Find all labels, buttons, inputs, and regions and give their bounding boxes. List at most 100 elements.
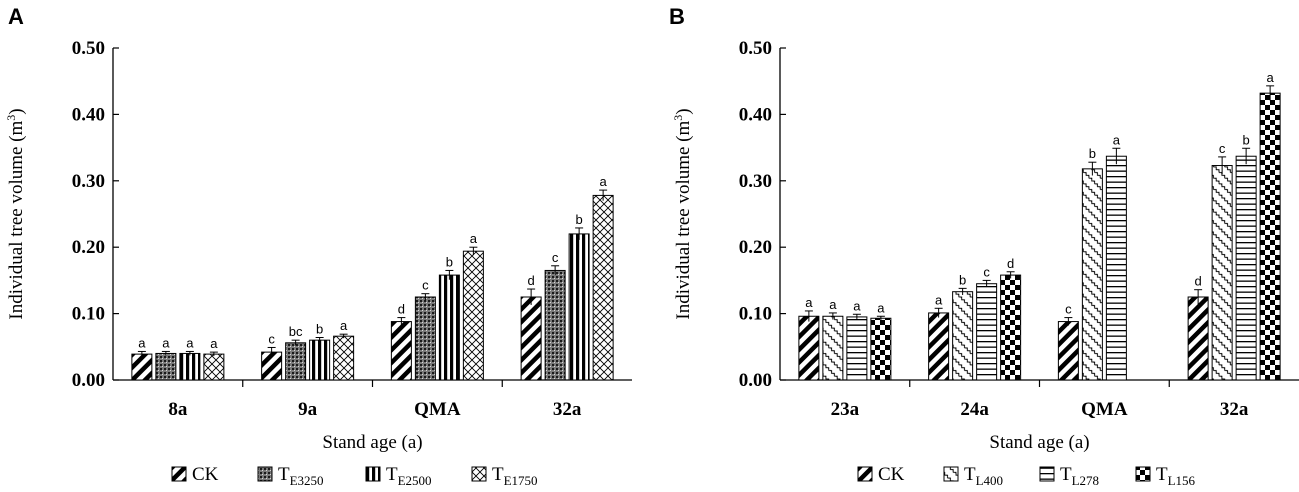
- x-tick-label: 24a: [960, 399, 989, 420]
- significance-label: c: [1065, 302, 1072, 317]
- significance-label: c: [422, 278, 429, 293]
- legend-item: TL156: [1135, 464, 1196, 488]
- bar: [822, 315, 844, 381]
- significance-label: b: [1243, 132, 1250, 147]
- bar: [1000, 274, 1022, 381]
- legend-label: CK: [192, 464, 219, 485]
- significance-label: a: [162, 335, 170, 350]
- y-tick-label: 0.30: [739, 171, 772, 192]
- significance-label: d: [1195, 274, 1202, 289]
- bar: [568, 233, 590, 381]
- chart-panel-b: B 0.00 0.10 0.20 0.30 0.40 0.50 Individual tree…: [669, 4, 1299, 488]
- x-tick-label: 23a: [831, 399, 860, 420]
- legend-item: TE3250: [257, 464, 324, 488]
- legend-label: TL278: [1060, 464, 1099, 488]
- bar: [544, 269, 566, 381]
- significance-label: bc: [289, 324, 303, 339]
- significance-label: a: [600, 174, 608, 189]
- significance-label: c: [268, 331, 275, 346]
- bar: [1235, 155, 1257, 381]
- significance-label: a: [470, 231, 478, 246]
- significance-label: a: [210, 336, 218, 351]
- y-tick-label: 0.10: [72, 304, 105, 325]
- bar: [155, 352, 177, 381]
- bar: [1081, 168, 1103, 381]
- significance-label: a: [853, 298, 861, 313]
- chart-panel-a: A 0.00 0.10 0.20 0.30 0.40 0.50 Individual tree…: [4, 4, 632, 488]
- significance-label: a: [829, 297, 837, 312]
- y-tick-label: 0.30: [72, 171, 105, 192]
- legend-swatch: [857, 466, 873, 482]
- y-tick-label: 0.20: [739, 237, 772, 258]
- bar: [846, 316, 868, 381]
- x-tick-label: QMA: [1081, 399, 1128, 420]
- significance-label: b: [316, 322, 323, 337]
- legend-label: CK: [878, 464, 905, 485]
- significance-label: a: [935, 292, 943, 307]
- bar: [1105, 155, 1127, 381]
- bar: [203, 353, 225, 381]
- legend-label: TE2500: [386, 464, 432, 488]
- y-tick-label: 0.50: [72, 38, 105, 59]
- bar: [592, 194, 614, 381]
- legend-item: TE2500: [365, 464, 432, 488]
- significance-label: a: [138, 335, 146, 350]
- bar: [390, 321, 412, 381]
- legend: CK TL400 TL278 TL156: [857, 464, 1196, 488]
- bar: [131, 353, 153, 381]
- bar: [1211, 165, 1233, 381]
- x-tick-label: 9a: [298, 399, 318, 420]
- significance-label: b: [1089, 146, 1096, 161]
- y-tick-label: 0.40: [739, 104, 772, 125]
- legend-item: TE1750: [471, 464, 538, 488]
- legend-swatch: [471, 466, 487, 482]
- bar: [1187, 296, 1209, 381]
- significance-label: b: [959, 272, 966, 287]
- bar: [870, 317, 892, 381]
- legend-label: TE1750: [492, 464, 538, 488]
- bar: [928, 312, 950, 381]
- y-tick-label: 0.10: [739, 304, 772, 325]
- legend-swatch: [1135, 466, 1151, 482]
- bar: [438, 274, 460, 381]
- bar: [798, 315, 820, 381]
- y-axis-title: Individual tree volume (m3): [4, 108, 27, 319]
- legend-swatch: [365, 466, 381, 482]
- x-axis-title: Stand age (a): [322, 432, 422, 453]
- y-tick-label: 0.00: [72, 370, 105, 391]
- significance-label: a: [186, 335, 194, 350]
- bar: [1259, 92, 1281, 381]
- panel-label: B: [669, 4, 685, 29]
- significance-label: c: [552, 250, 559, 265]
- significance-label: b: [576, 212, 583, 227]
- x-tick-label: 8a: [168, 399, 188, 420]
- bar: [462, 250, 484, 381]
- y-tick-label: 0.20: [72, 237, 105, 258]
- bar: [414, 296, 436, 381]
- significance-label: a: [805, 295, 813, 310]
- bar: [309, 339, 331, 381]
- bar: [1057, 321, 1079, 381]
- legend-item: TL400: [943, 464, 1003, 488]
- legend-item: TL278: [1039, 464, 1099, 488]
- legend-label: TL400: [964, 464, 1003, 488]
- x-tick-label: QMA: [414, 399, 461, 420]
- significance-label: c: [1219, 141, 1226, 156]
- significance-label: c: [983, 264, 990, 279]
- legend-label: TE3250: [278, 464, 324, 488]
- legend-label: TL156: [1156, 464, 1196, 488]
- legend-swatch: [1039, 466, 1055, 482]
- significance-label: d: [1007, 256, 1014, 271]
- legend-item: CK: [171, 464, 219, 485]
- legend-swatch: [171, 466, 187, 482]
- y-axis-title: Individual tree volume (m3): [671, 108, 694, 319]
- significance-label: d: [398, 302, 405, 317]
- legend-item: CK: [857, 464, 905, 485]
- significance-label: a: [340, 318, 348, 333]
- bar: [179, 352, 201, 381]
- significance-label: d: [528, 273, 535, 288]
- bar: [976, 283, 998, 381]
- legend: CK TE3250 TE2500 TE1750: [171, 464, 538, 488]
- x-tick-label: 32a: [1220, 399, 1249, 420]
